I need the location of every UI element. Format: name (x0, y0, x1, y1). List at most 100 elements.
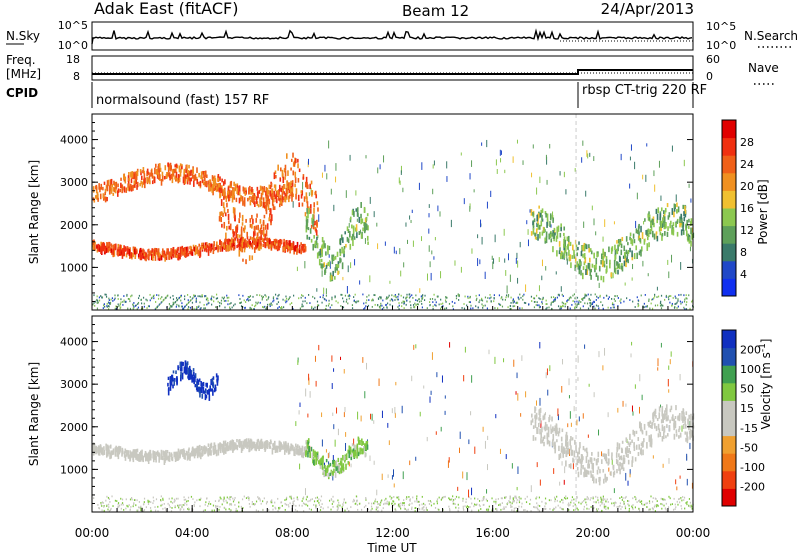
power-cell (347, 229, 350, 233)
power-cell (576, 305, 578, 308)
power-cell (180, 250, 182, 257)
velocity-cell (251, 500, 253, 503)
velocity-cell (101, 505, 103, 507)
velocity-cell (376, 507, 379, 509)
power-cell (224, 179, 226, 185)
velocity-cell (516, 499, 518, 501)
power-cell (656, 296, 658, 299)
power-cell (569, 296, 572, 299)
power-cell (337, 270, 339, 275)
power-cell (469, 173, 471, 180)
velocity-cell (334, 460, 336, 468)
velocity-cell (548, 440, 551, 447)
power-cell (95, 184, 98, 191)
velocity-cell (116, 500, 118, 502)
power-cell (207, 299, 209, 302)
power-cell (287, 242, 290, 249)
power-cell (644, 218, 646, 222)
velocity-cell (194, 501, 196, 504)
power-cell (286, 300, 288, 303)
power-cell (176, 298, 179, 301)
beam-label: Beam 12 (402, 2, 469, 20)
power-cell (240, 195, 242, 202)
velocity-cell (485, 498, 488, 501)
velocity-cell (691, 505, 693, 508)
power-cell (224, 306, 226, 309)
velocity-cell (306, 504, 309, 507)
power-cell (481, 303, 483, 306)
velocity-cell (284, 508, 286, 511)
power-cell (167, 172, 170, 177)
velocity-cell (649, 508, 651, 511)
power-cell (286, 187, 289, 195)
power-cell (249, 199, 252, 206)
power-cell (609, 259, 611, 265)
velocity-cell (677, 498, 680, 501)
velocity-cell (238, 501, 240, 504)
power-cell (269, 239, 271, 245)
power-cell (562, 295, 564, 297)
power-cell (405, 297, 407, 300)
power-cell (234, 303, 236, 306)
velocity-cell (573, 406, 575, 412)
velocity-cell (474, 446, 476, 454)
power-cell (417, 303, 419, 306)
velocity-cell (418, 507, 420, 510)
velocity-cell (364, 452, 367, 458)
power-cell (504, 298, 506, 301)
power-cell (143, 173, 146, 179)
power-cell (538, 306, 541, 309)
power-cell (153, 176, 156, 184)
velocity-cell (140, 509, 142, 512)
velocity-cell (187, 372, 190, 376)
power-cell (432, 305, 434, 308)
velocity-cell (403, 507, 406, 510)
power-cell (593, 264, 596, 269)
power-cell (279, 167, 282, 172)
velocity-cell (336, 505, 338, 508)
power-cell (147, 254, 149, 260)
velocity-cell (209, 388, 212, 392)
power-cell (259, 201, 262, 207)
power-cell (98, 244, 101, 252)
power-cell (354, 301, 356, 303)
power-cell (234, 237, 237, 241)
power-cell (142, 296, 145, 299)
power-cell (141, 249, 143, 255)
velocity-cell (345, 501, 347, 504)
velocity-cell (229, 496, 231, 499)
power-cell (130, 172, 132, 178)
power-cell (108, 191, 111, 195)
power-cell (237, 186, 239, 193)
power-cell (603, 296, 605, 299)
velocity-cell (488, 505, 490, 508)
power-cell (284, 244, 287, 249)
power-cell (588, 266, 591, 271)
velocity-cell (315, 506, 317, 509)
velocity-cell (359, 439, 361, 446)
velocity-cell (632, 508, 634, 511)
power-cell (265, 308, 267, 310)
power-cell (290, 242, 292, 249)
power-cell (680, 222, 682, 226)
power-cell (189, 306, 192, 309)
power-cell (486, 300, 488, 303)
velocity-cell (98, 448, 101, 454)
velocity-cell (551, 416, 553, 422)
power-cell (563, 236, 566, 242)
velocity-cell (547, 426, 550, 432)
power-cell (557, 293, 559, 296)
velocity-cell (258, 441, 261, 449)
power-cell (396, 298, 399, 301)
power-cell (232, 304, 235, 307)
power-cell (270, 193, 273, 199)
power-cell (113, 298, 115, 301)
power-cell (629, 232, 632, 237)
power-cell (219, 301, 221, 304)
power-cell (313, 207, 315, 214)
power-cell (216, 297, 219, 300)
power-cell (243, 299, 245, 302)
power-cell (242, 200, 244, 206)
power-cell (245, 187, 247, 192)
power-cell (270, 219, 272, 223)
